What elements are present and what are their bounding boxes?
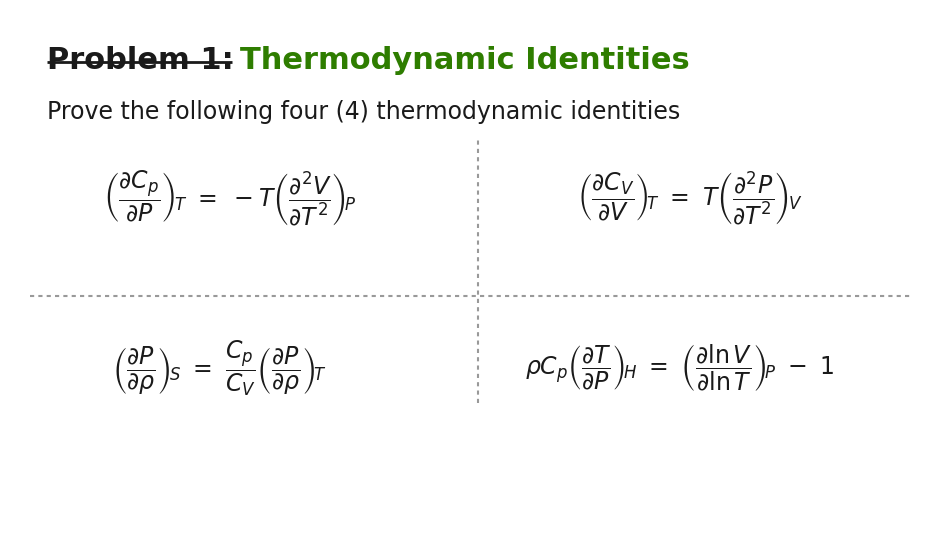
- Text: $\rho C_p\left(\dfrac{\partial T}{\partial P}\right)_{\!H}\ =\ \left(\dfrac{\par: $\rho C_p\left(\dfrac{\partial T}{\parti…: [525, 343, 835, 393]
- Text: Prove the following four (4) thermodynamic identities: Prove the following four (4) thermodynam…: [47, 100, 680, 124]
- Text: $\left(\dfrac{\partial P}{\partial \rho}\right)_{\!S}\ =\ \dfrac{C_p}{C_V}\left(: $\left(\dfrac{\partial P}{\partial \rho}…: [113, 338, 327, 398]
- Text: Thermodynamic Identities: Thermodynamic Identities: [240, 46, 689, 75]
- Text: $\left(\dfrac{\partial C_p}{\partial P}\right)_{\!T}\ =\ -T\left(\dfrac{\partial: $\left(\dfrac{\partial C_p}{\partial P}\…: [103, 169, 357, 228]
- Text: $\left(\dfrac{\partial C_V}{\partial V}\right)_{\!T}\ =\ T\left(\dfrac{\partial^: $\left(\dfrac{\partial C_V}{\partial V}\…: [577, 169, 803, 227]
- Text: Problem 1:: Problem 1:: [47, 46, 234, 75]
